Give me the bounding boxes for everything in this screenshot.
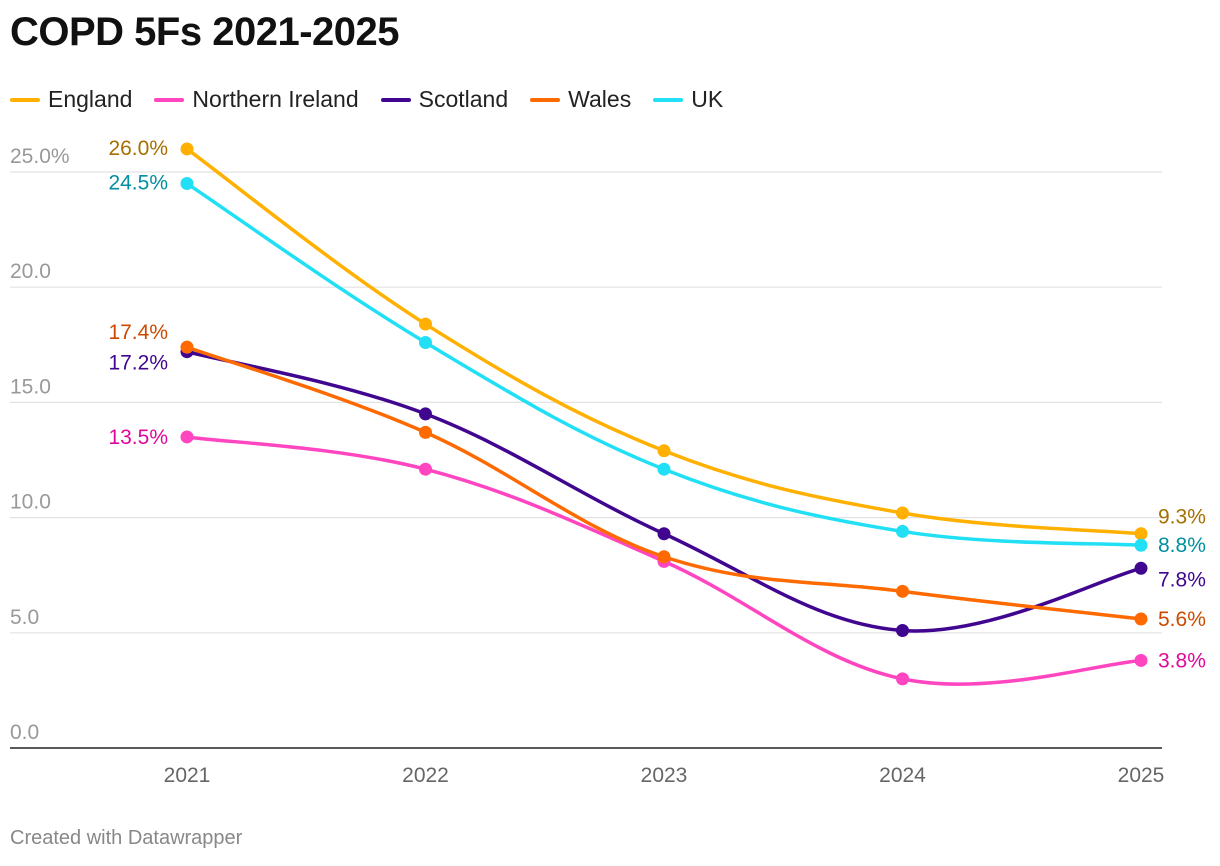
data-point-northern-ireland <box>180 430 194 444</box>
data-point-uk <box>657 462 671 476</box>
data-point-england <box>180 142 194 156</box>
end-label-northern-ireland: 3.8% <box>1158 649 1206 672</box>
x-tick-label: 2022 <box>402 764 449 787</box>
legend-item-northern-ireland: Northern Ireland <box>154 86 359 113</box>
y-tick-label: 5.0 <box>10 606 39 629</box>
data-point-scotland <box>657 527 671 541</box>
x-tick-label: 2021 <box>164 764 211 787</box>
x-tick-label: 2025 <box>1118 764 1165 787</box>
legend: England Northern Ireland Scotland Wales … <box>10 86 723 113</box>
data-point-wales <box>419 425 432 439</box>
end-label-england: 9.3% <box>1158 506 1206 529</box>
legend-label-scotland: Scotland <box>418 86 509 112</box>
data-point-northern-ireland <box>1134 653 1148 667</box>
start-label-wales: 17.4% <box>108 321 168 344</box>
series-line-uk <box>185 181 1143 547</box>
legend-swatch-wales <box>530 97 561 102</box>
legend-swatch-england <box>10 97 40 102</box>
legend-swatch-northern-ireland <box>154 97 185 102</box>
data-point-scotland <box>1134 561 1148 575</box>
data-point-uk <box>180 177 194 191</box>
legend-item-uk: UK <box>653 86 723 113</box>
legend-label-wales: Wales <box>568 86 632 112</box>
series-line-wales <box>185 345 1143 621</box>
legend-label-england: England <box>48 86 133 112</box>
legend-item-wales: Wales <box>530 86 631 113</box>
legend-label-northern-ireland: Northern Ireland <box>192 86 359 112</box>
y-tick-label: 15.0 <box>10 375 51 398</box>
data-point-england <box>657 444 671 458</box>
end-label-uk: 8.8% <box>1158 534 1206 557</box>
legend-swatch-scotland <box>380 97 411 102</box>
start-label-scotland: 17.2% <box>108 352 168 375</box>
data-point-uk <box>1134 538 1148 552</box>
data-point-scotland <box>896 623 909 637</box>
data-point-wales <box>657 550 671 564</box>
data-point-uk <box>896 524 909 538</box>
data-point-england <box>419 317 432 331</box>
start-label-uk: 24.5% <box>108 172 168 195</box>
y-tick-label: 25.0% <box>10 145 70 168</box>
data-point-england <box>896 506 909 520</box>
y-tick-label: 10.0 <box>10 491 51 514</box>
y-tick-label: 0.0 <box>10 721 39 744</box>
data-point-scotland <box>419 407 432 421</box>
end-label-scotland: 7.8% <box>1158 568 1206 591</box>
data-point-uk <box>419 335 432 349</box>
chart-title: COPD 5Fs 2021-2025 <box>10 10 400 54</box>
data-point-northern-ireland <box>419 462 432 476</box>
y-tick-label: 20.0 <box>10 260 51 283</box>
data-point-wales <box>180 340 194 354</box>
x-tick-label: 2023 <box>641 764 688 787</box>
end-label-wales: 5.6% <box>1158 608 1206 631</box>
data-point-wales <box>1134 612 1148 626</box>
data-point-wales <box>896 584 909 598</box>
footer-credit: Created with Datawrapper <box>10 827 243 849</box>
data-point-england <box>1134 527 1148 541</box>
data-point-northern-ireland <box>896 672 909 686</box>
start-label-northern-ireland: 13.5% <box>108 426 168 449</box>
legend-item-scotland: Scotland <box>380 86 509 113</box>
series-line-england <box>185 147 1143 536</box>
legend-label-uk: UK <box>691 86 724 112</box>
start-label-england: 26.0% <box>108 137 168 160</box>
x-tick-label: 2024 <box>879 764 926 787</box>
legend-item-england: England <box>10 86 132 113</box>
legend-swatch-uk <box>653 97 684 102</box>
